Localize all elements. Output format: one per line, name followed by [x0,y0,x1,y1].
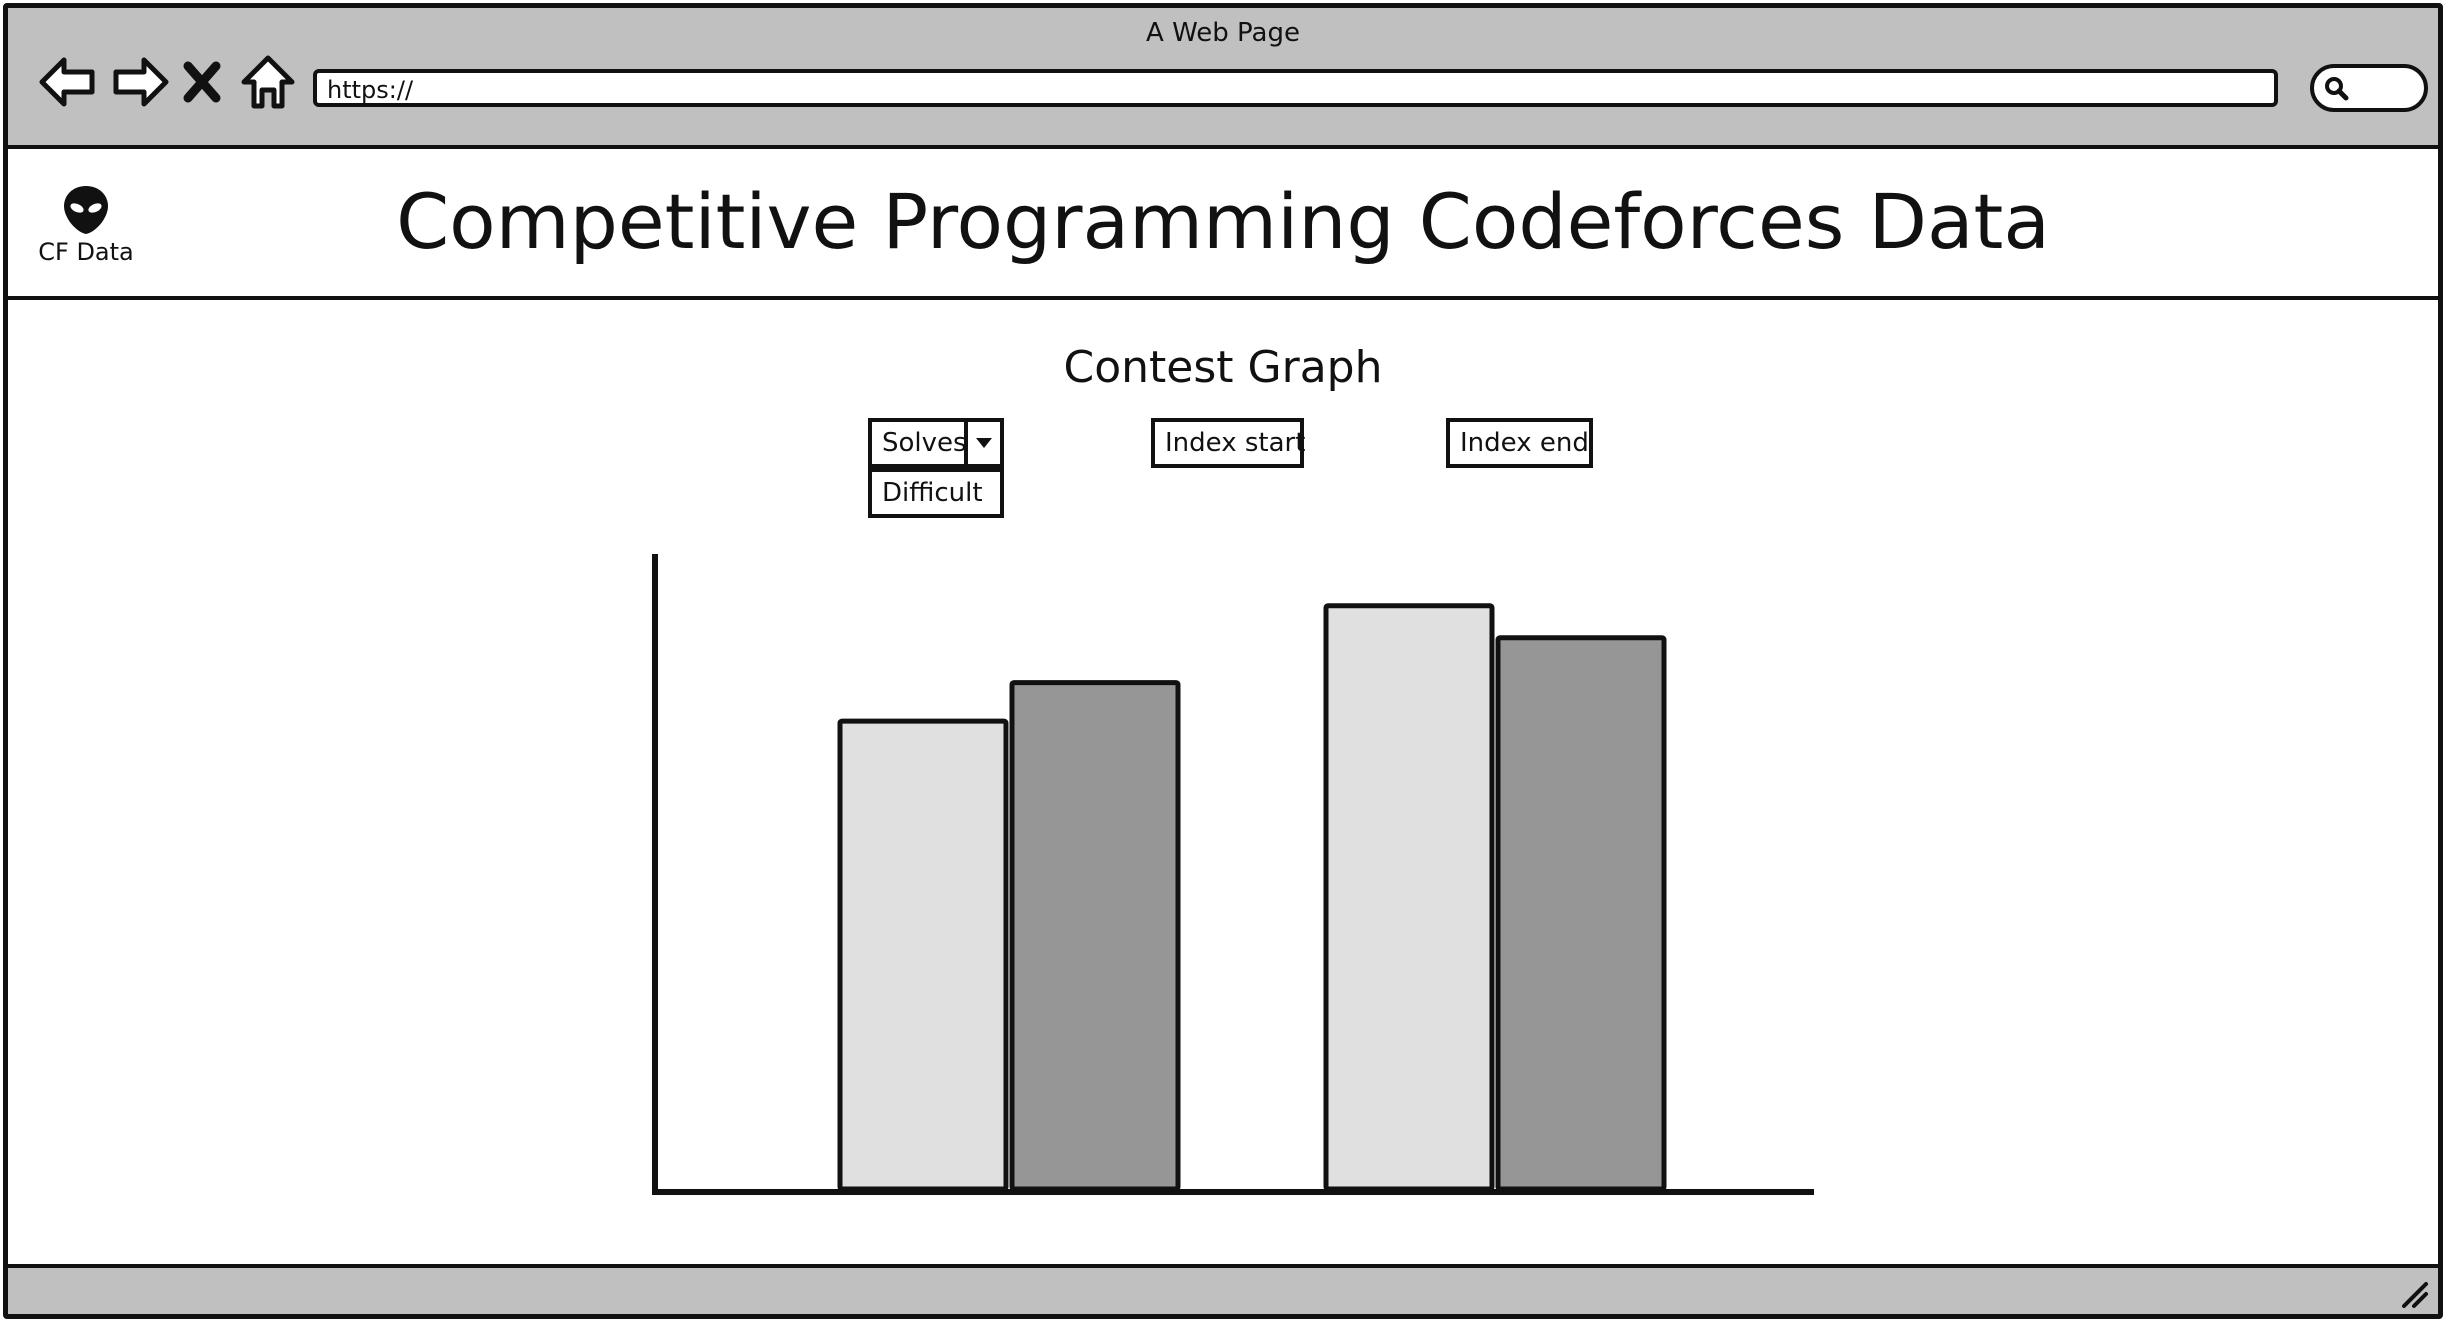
logo-text: CF Data [38,238,134,266]
index-start-input[interactable]: Index start [1151,418,1305,468]
graph-title: Contest Graph [1063,342,1383,393]
bar-series-1-group-2 [1323,603,1495,1192]
url-input[interactable]: https:// [313,69,2278,107]
bar-series-2-group-2 [1495,635,1667,1192]
metric-option-label: Difficult [882,478,983,508]
index-end-input[interactable]: Index end [1446,418,1593,468]
bar-series-1-group-1 [837,718,1009,1192]
alien-icon [64,186,108,234]
home-icon[interactable] [236,50,300,114]
bar-series-2-group-1 [1009,680,1181,1192]
search-icon [2325,77,2349,101]
back-arrow-icon[interactable] [36,50,100,114]
resize-grip-icon[interactable] [2396,1276,2430,1310]
logo[interactable]: CF Data [26,184,146,266]
close-icon[interactable] [180,50,224,114]
chevron-down-icon[interactable] [964,422,1000,464]
header-divider [8,296,2438,300]
status-bar [8,1264,2438,1314]
browser-chrome: A Web Page https:// [8,8,2438,149]
contest-bar-chart [652,554,1814,1195]
page-title: Competitive Programming Codeforces Data [396,177,2050,266]
browser-window: A Web Page https:// CF Data Competi [3,3,2443,1319]
window-title: A Web Page [1146,18,1300,48]
metric-option-difficult[interactable]: Difficult [868,468,1004,518]
forward-arrow-icon[interactable] [108,50,172,114]
metric-select-value: Solves [882,428,967,458]
search-field[interactable] [2310,64,2428,112]
metric-select[interactable]: Solves [868,418,1004,468]
